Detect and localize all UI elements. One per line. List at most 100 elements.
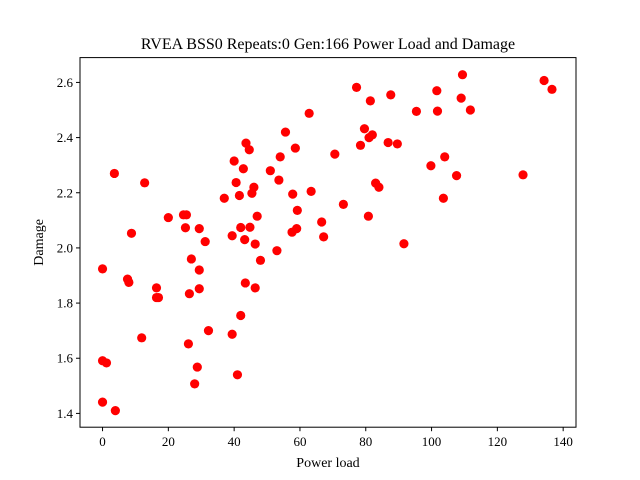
data-point [236,310,246,321]
data-point [288,189,298,199]
y-tick-label: 1.6 [57,351,74,366]
data-point [272,246,282,256]
data-point [236,222,246,233]
data-point [426,161,436,171]
data-point [367,130,377,140]
data-point [539,75,549,86]
data-point [101,358,112,368]
data-point [232,370,243,380]
data-point [97,397,108,407]
data-point [317,217,327,227]
data-point [518,170,528,180]
data-point [227,231,237,241]
data-point [194,284,204,294]
data-point [194,224,204,234]
data-point [456,93,466,103]
x-tick-label: 60 [293,434,306,449]
data-point [383,137,393,148]
data-point [280,127,291,137]
data-point [399,239,409,249]
data-point [292,224,302,234]
x-tick-label: 20 [162,434,175,449]
data-point [440,152,450,162]
x-tick-label: 40 [228,434,241,449]
data-point [465,105,475,115]
data-point [110,406,120,416]
data-point [227,329,237,339]
data-point [432,86,442,96]
data-point [451,171,462,181]
x-tick-label: 0 [99,434,106,449]
data-point [265,166,275,176]
data-point [386,90,396,100]
data-point [137,333,147,343]
data-point [244,145,254,155]
x-tick-label: 120 [488,434,508,449]
data-point [163,212,173,223]
data-point [200,236,210,247]
y-tick-label: 2.6 [57,75,74,90]
data-point [249,182,259,192]
data-point [194,265,204,275]
x-axis-ticks: 0 20 40 60 80 100 120 140 [99,427,573,449]
data-point [183,339,194,349]
data-point [238,164,248,174]
x-tick-label: 80 [359,434,372,449]
data-point [109,168,119,179]
data-point [186,254,196,264]
y-axis-label: Damage [32,219,47,266]
data-point [355,140,366,150]
data-point [231,177,241,188]
data-point [290,143,300,153]
x-axis-label: Power load [296,456,359,471]
plot-frame [79,57,577,428]
data-point [392,139,402,149]
y-tick-label: 1.8 [57,296,73,311]
data-point [250,239,260,249]
data-point [126,228,137,238]
data-point [432,106,443,116]
chart-title: RVEA BSS0 Repeats:0 Gen:166 Power Load a… [141,36,515,53]
data-point [365,96,375,106]
data-point [250,283,260,293]
data-point [547,84,557,94]
data-point [438,193,448,203]
data-point [219,193,229,203]
data-point [97,264,108,274]
y-tick-label: 2.0 [57,240,73,255]
data-point [140,178,150,188]
data-point [304,108,314,118]
data-point [338,199,348,209]
y-tick-label: 1.4 [57,406,74,421]
data-point [184,289,194,299]
data-point [229,156,239,166]
data-point [192,362,202,372]
data-point [306,186,316,196]
data-point [190,379,200,389]
data-point [359,124,370,134]
data-point [274,175,284,185]
data-point [181,210,192,220]
data-point [330,149,340,159]
data-point [252,211,262,221]
data-point [240,278,250,288]
data-point [180,223,191,233]
data-point [411,106,422,116]
data-point [245,222,255,232]
data-point [153,292,164,303]
data-point [255,255,266,265]
data-point [363,211,373,221]
data-point [319,232,329,242]
data-point [275,152,285,162]
data-point [151,283,162,293]
data-point [292,205,302,215]
x-tick-label: 140 [553,434,573,449]
data-points [97,70,557,416]
y-tick-label: 2.2 [57,185,73,200]
data-point [203,326,214,336]
x-tick-label: 100 [422,434,442,449]
y-axis-ticks: 1.4 1.6 1.8 2.0 2.2 2.4 2.6 [57,75,80,421]
data-point [234,190,245,201]
data-point [124,277,134,287]
